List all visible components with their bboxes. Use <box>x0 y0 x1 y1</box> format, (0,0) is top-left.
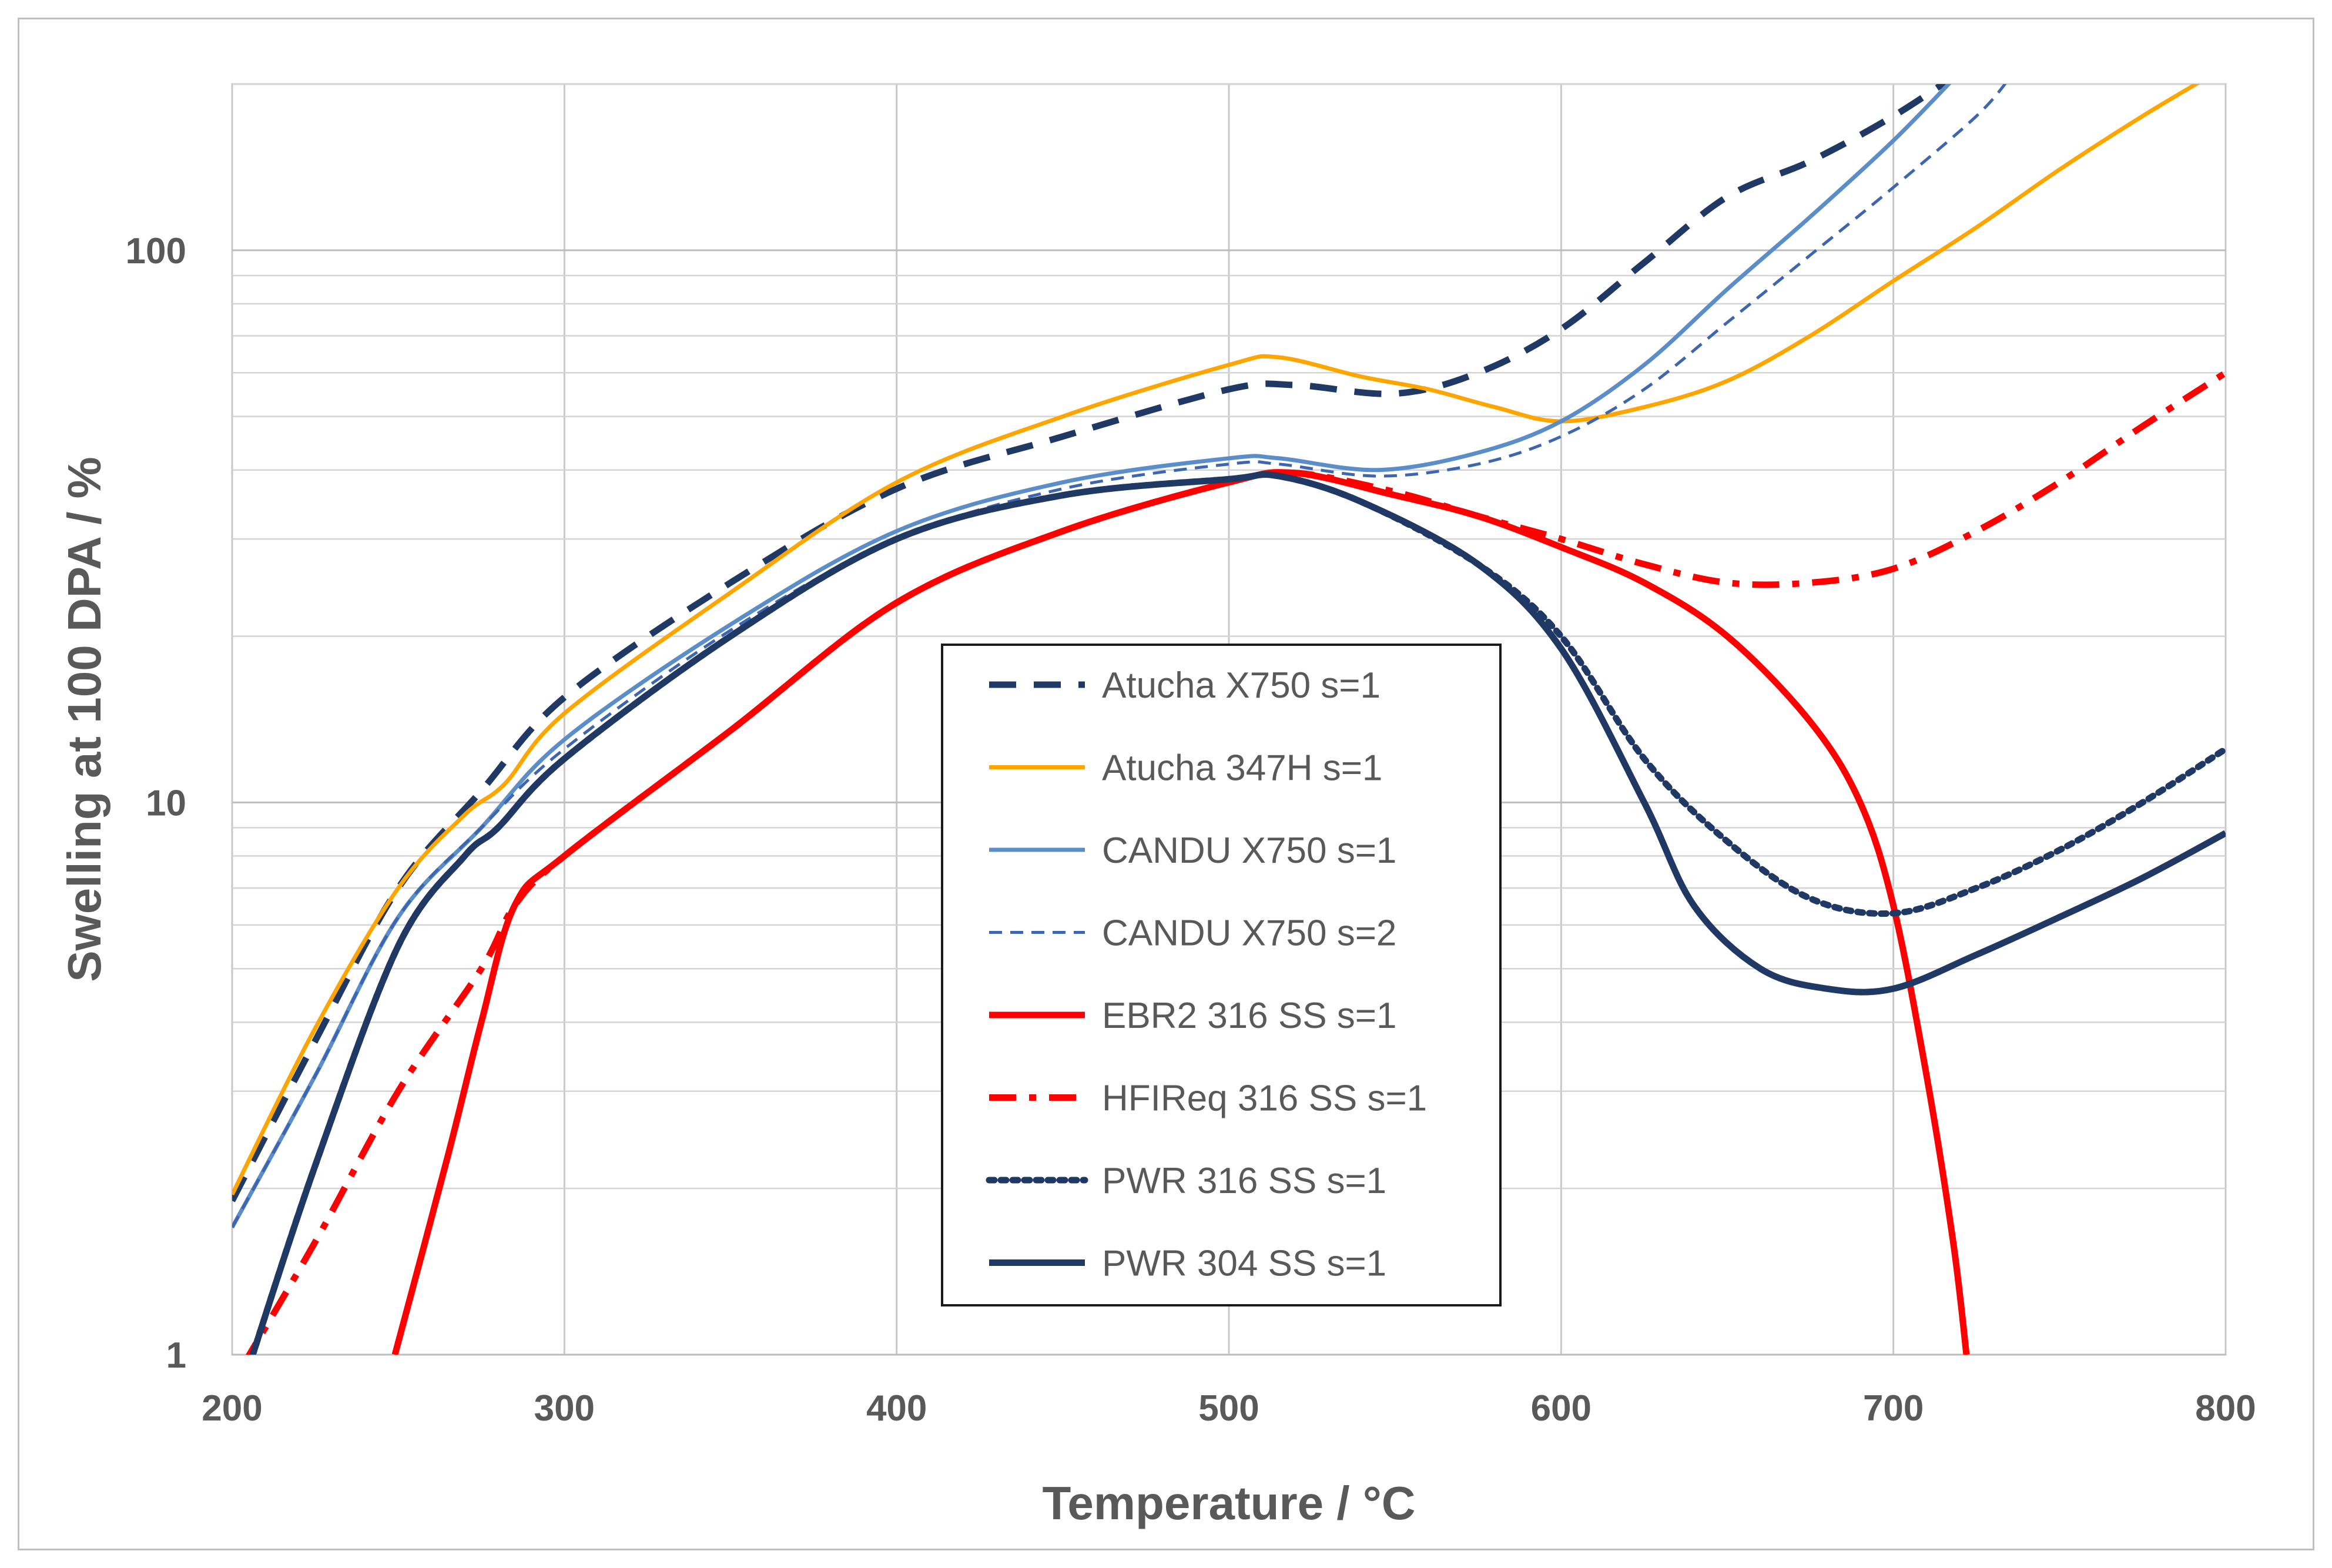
legend-label-candu-x750-s-1: CANDU X750 s=1 <box>1102 830 1396 871</box>
y-tick-label: 1 <box>166 1335 186 1376</box>
y-tick-label: 10 <box>146 783 186 823</box>
legend-label-ebr2-316-ss-s-1: EBR2 316 SS s=1 <box>1102 996 1396 1036</box>
legend-label-atucha-x750-s-1: Atucha X750 s=1 <box>1102 665 1381 706</box>
x-tick-label: 800 <box>2195 1388 2256 1429</box>
x-tick-label: 200 <box>202 1388 262 1429</box>
y-tick-label: 100 <box>126 231 186 272</box>
chart-frame: 200 300 400 500 600 700 800 1 10 100 Atucha X750 … <box>18 18 2314 1550</box>
x-tick-label: 700 <box>1863 1388 1924 1429</box>
y-axis-title: Swelling at 100 DPA / % <box>58 457 110 982</box>
legend: Atucha X750 s=1 Atucha 347H s=1 CANDU X750… <box>941 644 1502 1306</box>
legend-label-hfireq-316-ss-s-1: HFIReq 316 SS s=1 <box>1102 1078 1427 1119</box>
swelling-chart: 200 300 400 500 600 700 800 1 10 100 Atucha X750 … <box>58 83 2256 1529</box>
series-line-ebr2-316-ss-s-1 <box>391 469 1970 1355</box>
legend-label-pwr-316-ss-s-1: PWR 316 SS s=1 <box>1102 1161 1386 1201</box>
series-line-candu-x750-s-2 <box>232 84 2007 1228</box>
legend-label-atucha-347h-s-1: Atucha 347H s=1 <box>1102 748 1382 789</box>
x-axis-title: Temperature / °C <box>1042 1477 1415 1529</box>
legend-box <box>941 644 1502 1306</box>
series-line-pwr-304-ss-s-1 <box>249 471 2226 1355</box>
legend-label-pwr-304-ss-s-1: PWR 304 SS s=1 <box>1102 1244 1386 1284</box>
x-tick-label: 300 <box>534 1388 595 1429</box>
legend-label-candu-x750-s-2: CANDU X750 s=2 <box>1102 913 1396 954</box>
series-line-candu-x750-s-1 <box>232 84 1952 1229</box>
axis-ticks: 200 300 400 500 600 700 800 1 10 100 <box>126 231 2256 1429</box>
x-tick-label: 600 <box>1531 1388 1591 1429</box>
series-lines <box>232 84 2226 1355</box>
series-line-atucha-347h-s-1 <box>232 84 2200 1196</box>
series-line-atucha-x750-s-1 <box>232 84 1949 1202</box>
x-tick-label: 400 <box>866 1388 927 1429</box>
x-tick-label: 500 <box>1198 1388 1259 1429</box>
